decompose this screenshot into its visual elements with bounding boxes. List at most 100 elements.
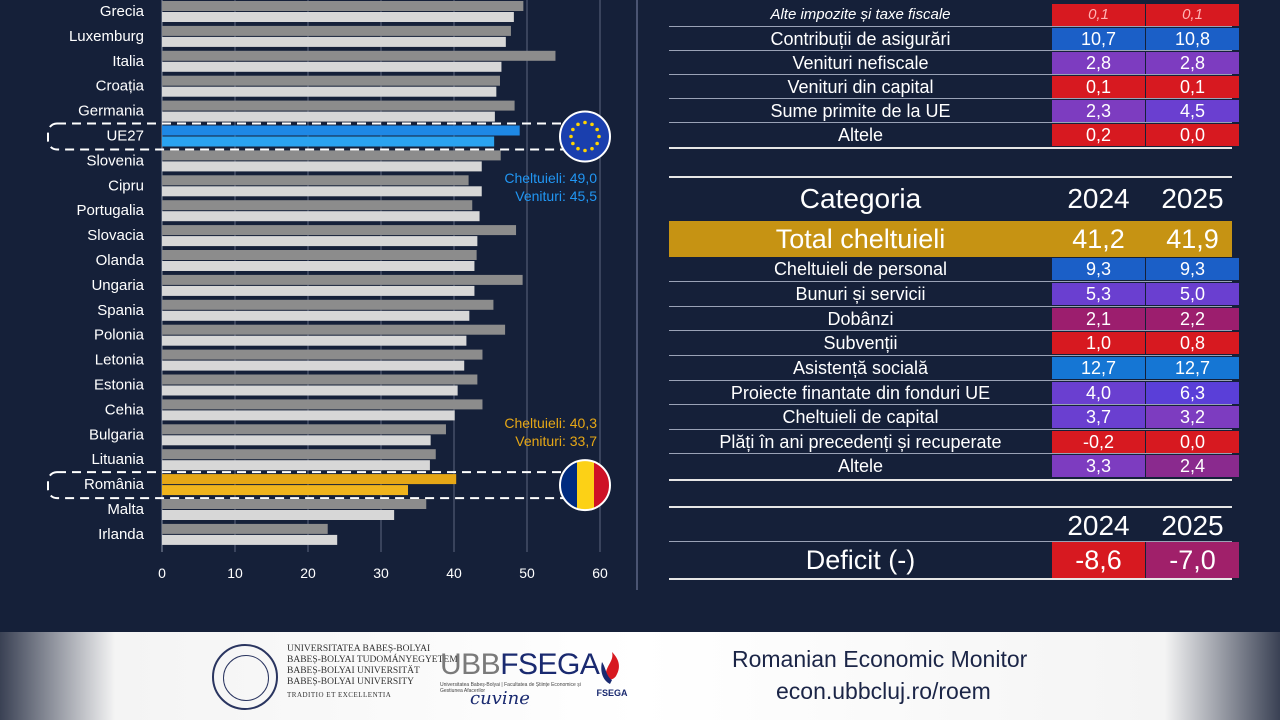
value-2025: 6,3 xyxy=(1146,382,1239,404)
table-bottom-rule xyxy=(669,578,1232,580)
deficit-2025: -7,0 xyxy=(1146,542,1239,578)
header-2025: 2025 xyxy=(1161,510,1224,541)
ubb-text: UBB xyxy=(440,648,501,681)
deficit-label: Deficit (-) xyxy=(805,545,916,575)
bar-cheltuieli-13 xyxy=(162,324,506,335)
x-tick-label: 60 xyxy=(592,565,608,581)
category-label: Ungaria xyxy=(91,277,144,294)
row-label: Venituri nefiscale xyxy=(792,53,929,73)
bar-cheltuieli-3 xyxy=(162,75,500,86)
value-2025: 0,8 xyxy=(1146,332,1239,354)
row-divider xyxy=(669,98,1232,99)
row-label: Dobânzi xyxy=(827,309,894,329)
bar-chart: Grecia Luxemburg Italia Croația Germania UE27… xyxy=(47,0,611,581)
bar-cheltuieli-5 xyxy=(162,125,520,136)
row-label: Cheltuieli de capital xyxy=(782,407,939,427)
value-2024: 3,7 xyxy=(1052,406,1145,428)
expense-row: Plăți în ani precedenți și recuperate -0… xyxy=(669,430,1239,454)
revenue-row: Alte impozite și taxe fiscale 0,1 0,1 xyxy=(669,3,1239,27)
fsega-text: FSEGA xyxy=(500,648,600,681)
eu-star xyxy=(595,127,599,132)
expense-row: Cheltuieli de personal 9,3 9,3 xyxy=(669,257,1239,281)
bar-cheltuieli-11 xyxy=(162,274,523,285)
expense-row: Cheltuieli de capital 3,7 3,2 xyxy=(669,405,1239,429)
value-2024: 2,3 xyxy=(1052,100,1145,122)
eu-star xyxy=(595,141,599,146)
ubbfsega-logo: UBBFSEGA xyxy=(440,648,600,682)
university-motto: TRADITIO ET EXCELLENTIA xyxy=(287,691,392,699)
value-2025: 0,0 xyxy=(1146,124,1239,146)
bar-cheltuieli-10 xyxy=(162,250,477,260)
value-2024: 9,3 xyxy=(1052,258,1145,280)
bar-venituri-11 xyxy=(162,285,475,296)
x-tick-label: 10 xyxy=(227,565,243,581)
cuvine-wordmark: cuvine xyxy=(470,688,530,709)
row-divider xyxy=(669,122,1232,123)
category-label: Croația xyxy=(96,78,145,95)
value-2024: 0,1 xyxy=(1052,4,1145,26)
eu-star xyxy=(590,122,594,127)
bar-venituri-17 xyxy=(162,435,431,446)
bar-venituri-1 xyxy=(162,36,506,47)
bar-venituri-10 xyxy=(162,261,475,271)
eu-star xyxy=(576,122,580,127)
category-label: Estonia xyxy=(94,377,145,394)
row-divider xyxy=(669,50,1232,51)
deficit-header: 2024 2025 xyxy=(669,506,1232,546)
header-2024: 2024 xyxy=(1067,510,1130,541)
category-label: Cehia xyxy=(105,401,145,418)
value-2025: 4,5 xyxy=(1146,100,1239,122)
bar-cheltuieli-0 xyxy=(162,1,524,11)
value-2025: 3,2 xyxy=(1146,406,1239,428)
value-2024: 0,2 xyxy=(1052,124,1145,146)
annotation-label: Venituri: 45,5 xyxy=(515,188,597,204)
value-2025: 2,4 xyxy=(1146,455,1239,477)
total-label: Total cheltuieli xyxy=(775,224,946,254)
bar-venituri-15 xyxy=(162,385,458,396)
row-label: Venituri din capital xyxy=(787,77,934,97)
category-label: România xyxy=(84,476,145,493)
category-label: Italia xyxy=(112,53,144,70)
category-label: Grecia xyxy=(100,3,145,20)
table-bottom-rule xyxy=(669,147,1232,149)
bar-venituri-8 xyxy=(162,211,480,222)
bar-cheltuieli-12 xyxy=(162,299,494,310)
bar-cheltuieli-16 xyxy=(162,399,483,410)
header-2025: 2025 xyxy=(1161,183,1224,214)
value-2025: 2,8 xyxy=(1146,52,1239,74)
category-label: Slovenia xyxy=(86,152,144,169)
revenue-row: Contribuții de asigurări 10,7 10,8 xyxy=(669,27,1239,51)
value-2025: 9,3 xyxy=(1146,258,1239,280)
monitor-url[interactable]: econ.ubbcluj.ro/roem xyxy=(776,678,991,704)
bar-cheltuieli-2 xyxy=(162,50,556,61)
bar-venituri-7 xyxy=(162,186,482,197)
row-divider xyxy=(669,74,1232,75)
bar-venituri-9 xyxy=(162,236,478,247)
deficit-2024: -8,6 xyxy=(1052,542,1145,578)
expense-row: Subvenții 1,0 0,8 xyxy=(669,331,1239,355)
eu-star xyxy=(590,146,594,151)
university-name-de: BABEȘ-BOLYAI UNIVERSITÄT xyxy=(287,666,420,676)
annotation-label: Cheltuieli: 49,0 xyxy=(504,170,597,186)
value-2024: -0,2 xyxy=(1052,431,1145,453)
bar-venituri-4 xyxy=(162,111,495,122)
category-label: Bulgaria xyxy=(89,426,145,443)
bar-cheltuieli-1 xyxy=(162,25,511,36)
value-2024: 5,3 xyxy=(1052,283,1145,305)
value-2025: 10,8 xyxy=(1146,28,1239,50)
row-label: Proiecte finantate din fonduri UE xyxy=(730,383,991,403)
university-name-en: BABEȘ-BOLYAI UNIVERSITY xyxy=(287,677,415,687)
row-label: Asistență socială xyxy=(792,358,929,378)
row-label: Bunuri și servicii xyxy=(795,284,926,304)
x-tick-label: 20 xyxy=(300,565,316,581)
category-label: Polonia xyxy=(94,327,145,344)
eu-star xyxy=(571,127,575,132)
bar-cheltuieli-15 xyxy=(162,374,478,385)
row-divider xyxy=(669,26,1232,27)
row-label: Altele xyxy=(837,456,884,476)
bar-cheltuieli-20 xyxy=(162,499,427,509)
annotation-label: Venituri: 33,7 xyxy=(515,433,597,449)
fsega-logo-text: FSEGA xyxy=(596,688,628,698)
revenue-row: Venituri nefiscale 2,8 2,8 xyxy=(669,51,1239,75)
bar-venituri-2 xyxy=(162,61,502,72)
